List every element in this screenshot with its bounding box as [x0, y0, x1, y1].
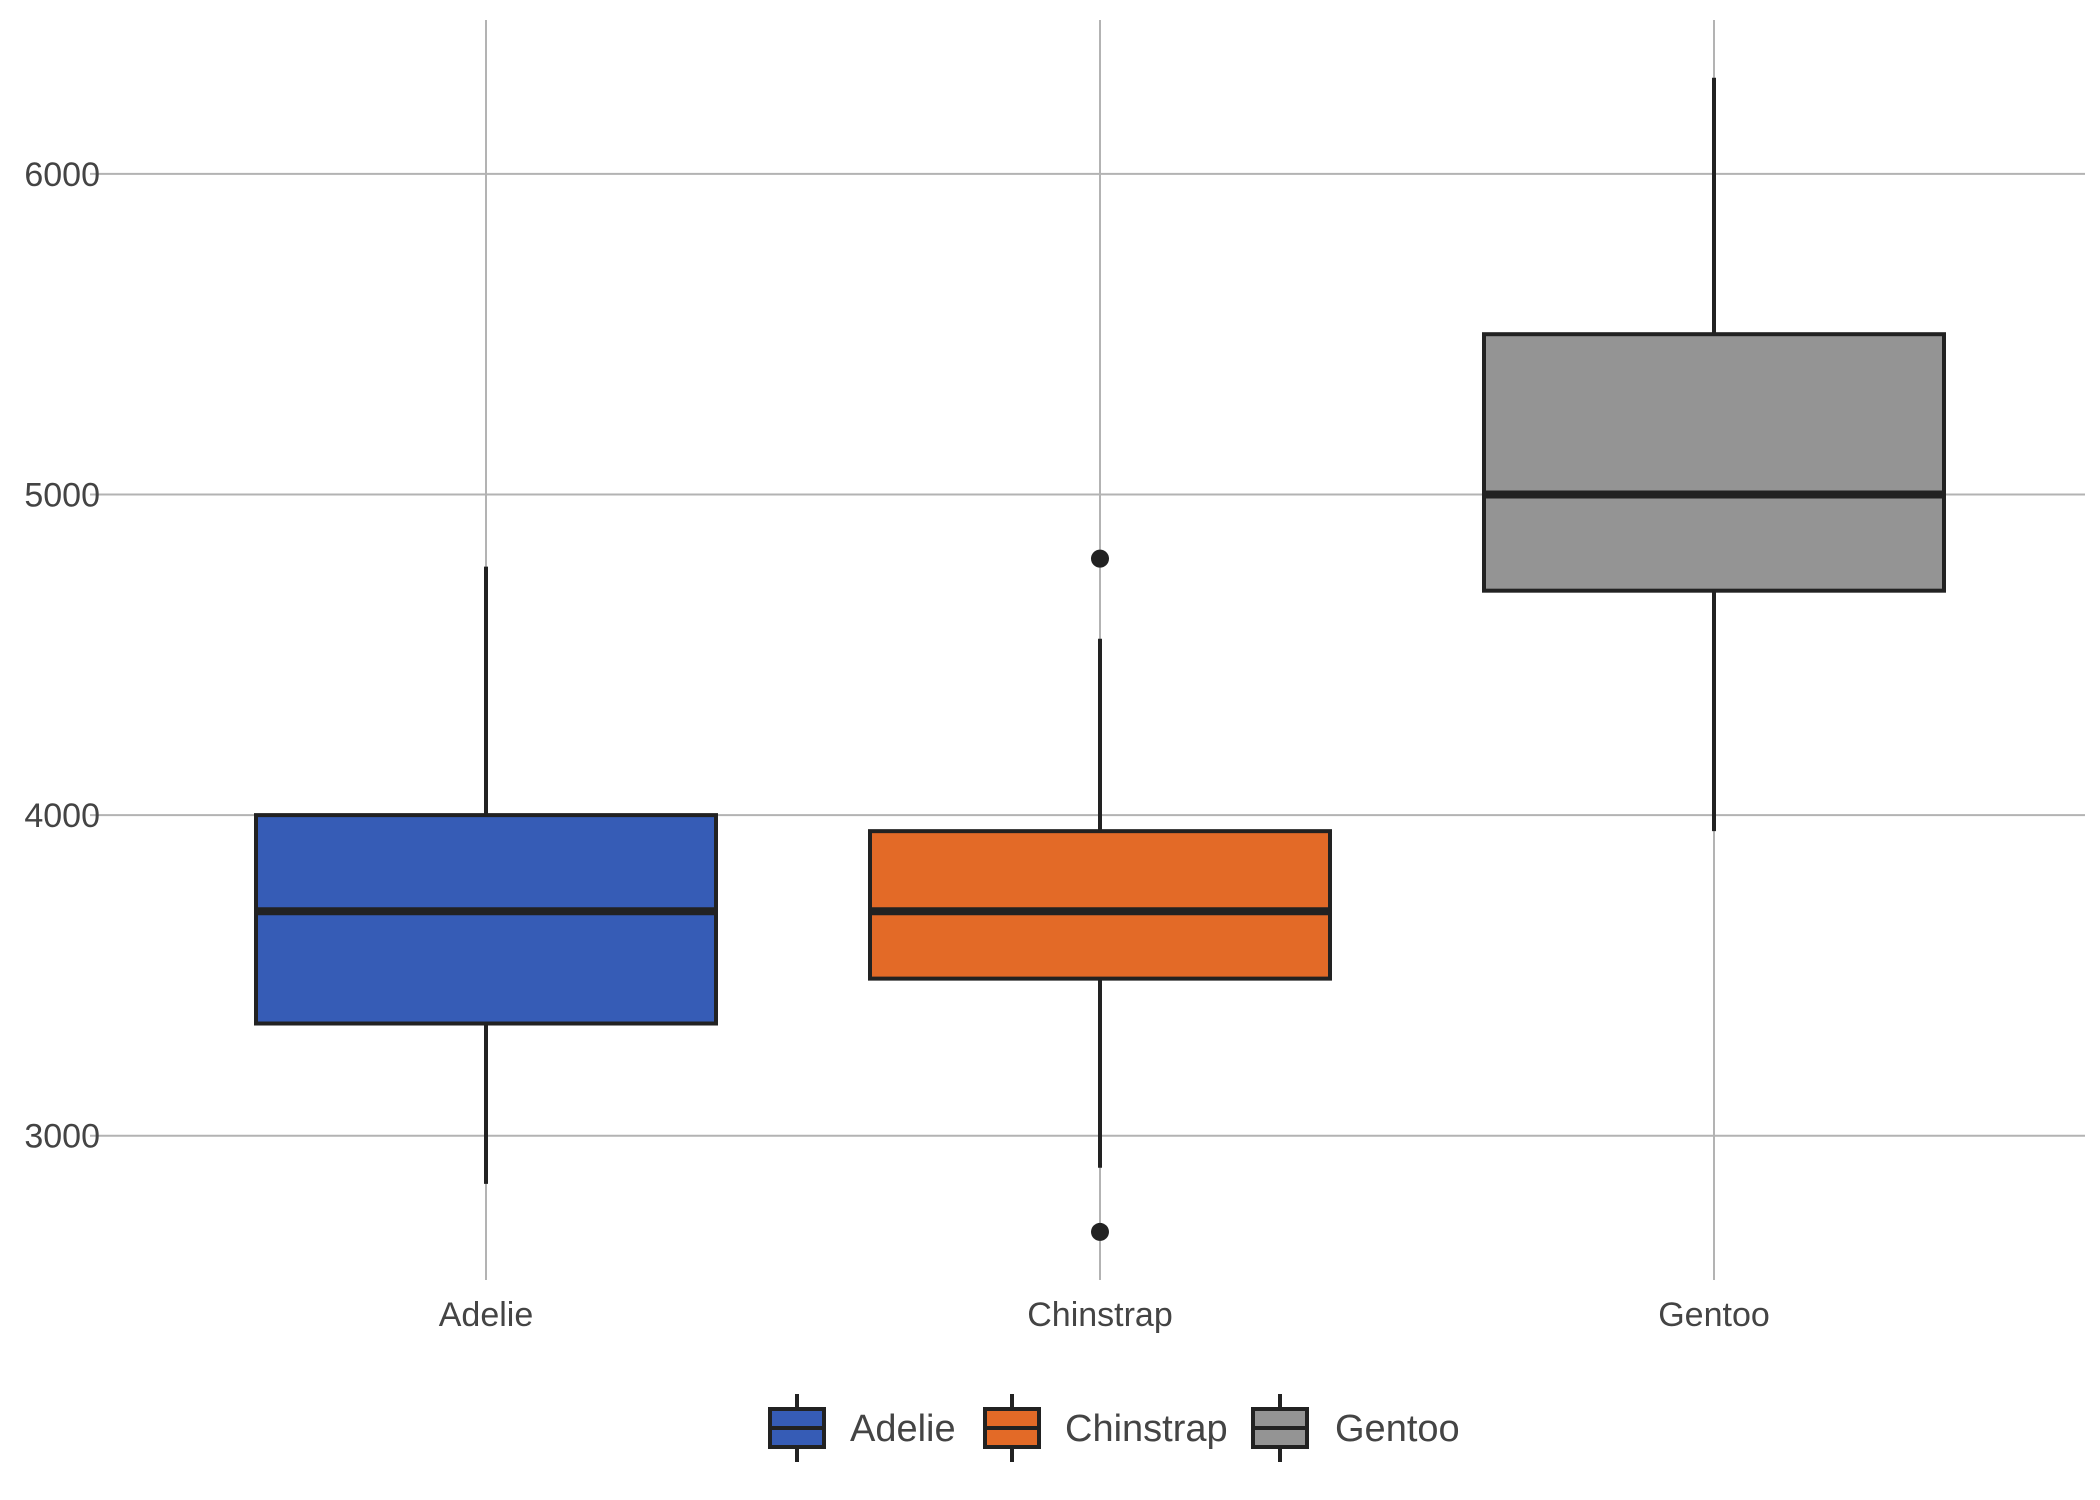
- x-tick-label: Chinstrap: [1027, 1296, 1173, 1334]
- y-tick-label: 6000: [24, 156, 100, 194]
- box-gentoo: [1482, 77, 1946, 832]
- outlier-point: [1091, 549, 1109, 568]
- legend-label: Adelie: [850, 1408, 956, 1450]
- legend-label: Chinstrap: [1065, 1408, 1228, 1450]
- y-tick-label: 4000: [24, 797, 100, 835]
- legend-item-chinstrap: Chinstrap: [983, 1394, 1228, 1462]
- x-tick-label: Adelie: [439, 1296, 534, 1334]
- box-adelie: [254, 566, 718, 1184]
- legend: Adelie Chinstrap Gentoo: [768, 1394, 1460, 1462]
- legend-item-adelie: Adelie: [768, 1394, 956, 1462]
- box-iqr: [1482, 332, 1946, 593]
- grid: [90, 20, 2085, 1280]
- box-iqr: [254, 813, 718, 1026]
- y-axis-ticks: 3000 4000 5000 6000: [24, 156, 100, 1156]
- y-tick-label: 3000: [24, 1118, 100, 1156]
- boxes: [254, 77, 1946, 1241]
- x-axis-ticks: Adelie Chinstrap Gentoo: [439, 1296, 1770, 1334]
- box-chinstrap: [868, 549, 1332, 1241]
- y-tick-label: 5000: [24, 477, 100, 515]
- legend-label: Gentoo: [1335, 1408, 1460, 1450]
- box-iqr: [868, 829, 1332, 981]
- outlier-point: [1091, 1222, 1109, 1241]
- legend-item-gentoo: Gentoo: [1251, 1394, 1460, 1462]
- x-tick-label: Gentoo: [1658, 1296, 1770, 1334]
